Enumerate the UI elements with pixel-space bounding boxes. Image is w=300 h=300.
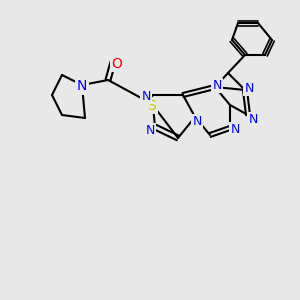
Text: N: N [212,79,222,92]
Text: N: N [141,90,151,103]
Text: N: N [230,123,240,136]
Text: N: N [77,80,87,94]
Text: S: S [148,98,156,112]
Text: O: O [112,56,122,70]
Text: N: N [244,82,254,95]
Text: N: N [192,115,202,128]
Text: N: N [145,124,155,137]
Text: N: N [248,113,258,126]
